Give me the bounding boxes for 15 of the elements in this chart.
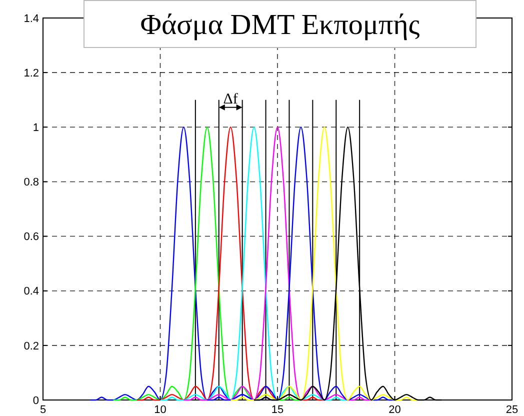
y-tick-label: 1.2 bbox=[24, 67, 39, 80]
y-tick-label: 0.8 bbox=[24, 176, 39, 189]
x-tick-label: 25 bbox=[506, 404, 518, 416]
x-tick-label: 10 bbox=[154, 404, 166, 416]
y-tick-label: 0.6 bbox=[24, 231, 39, 244]
x-tick-label: 20 bbox=[388, 404, 401, 416]
x-tick-label: 15 bbox=[271, 404, 284, 416]
chart-title: Φάσμα DMT Εκπομπής bbox=[140, 9, 420, 41]
y-tick-label: 0.2 bbox=[24, 340, 39, 352]
y-tick-label: 0 bbox=[32, 394, 39, 407]
y-tick-label: 1 bbox=[32, 122, 39, 134]
y-tick-label: 0.4 bbox=[24, 286, 39, 298]
annotation: Δf bbox=[223, 91, 238, 108]
y-tick-label: 1.4 bbox=[24, 12, 39, 25]
x-tick-label: 5 bbox=[40, 404, 46, 416]
